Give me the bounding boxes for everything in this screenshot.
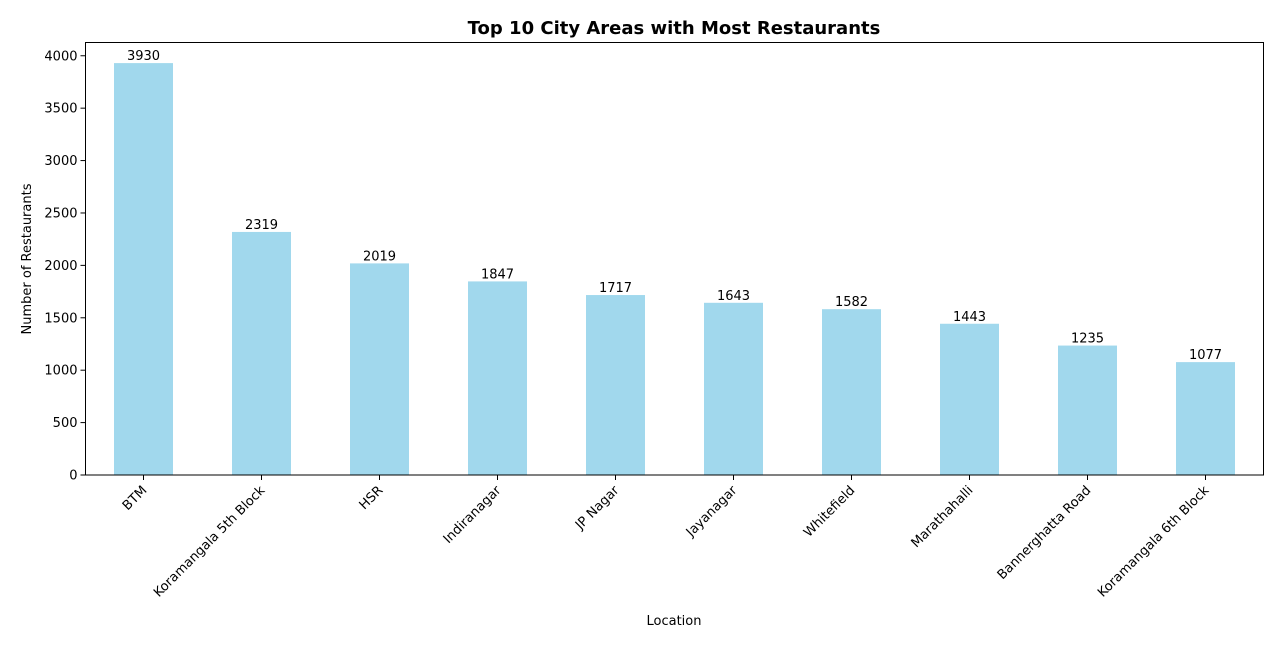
y-tick-label: 500 bbox=[53, 416, 78, 431]
bar bbox=[114, 63, 173, 475]
y-tick-label: 4000 bbox=[44, 49, 77, 64]
data-label: 1643 bbox=[717, 289, 750, 304]
bar bbox=[232, 231, 291, 475]
chart-title: Top 10 City Areas with Most Restaurants bbox=[468, 18, 881, 39]
x-tick-label: Marathahalli bbox=[909, 483, 977, 551]
x-tick-label: Koramangala 6th Block bbox=[1095, 483, 1213, 601]
plot-frame bbox=[85, 42, 1264, 476]
data-label: 3930 bbox=[127, 49, 160, 64]
data-label: 1847 bbox=[481, 267, 514, 282]
bar bbox=[350, 263, 409, 475]
x-axis: BTM Koramangala 5th Block HSR Indiranagar JP… bbox=[120, 475, 1213, 600]
x-tick-label: Indiranagar bbox=[441, 483, 505, 547]
x-tick-label: Jayanagar bbox=[683, 483, 741, 541]
data-label: 1077 bbox=[1189, 348, 1222, 363]
x-tick-label: Koramangala 5th Block bbox=[151, 483, 269, 601]
y-tick-label: 2500 bbox=[44, 206, 77, 221]
x-tick-label: JP Nagar bbox=[572, 483, 623, 534]
y-tick-label: 3500 bbox=[44, 102, 77, 117]
y-tick-label: 1500 bbox=[44, 311, 77, 326]
y-tick-label: 3000 bbox=[44, 154, 77, 169]
x-tick-label: HSR bbox=[357, 483, 387, 513]
bar bbox=[940, 323, 999, 475]
bar bbox=[468, 281, 527, 475]
bar bbox=[1058, 345, 1117, 475]
data-label: 1582 bbox=[835, 295, 868, 310]
data-label: 1717 bbox=[599, 281, 632, 296]
y-tick-label: 0 bbox=[69, 469, 77, 484]
x-tick-label: BTM bbox=[120, 483, 150, 513]
bar bbox=[822, 309, 881, 475]
data-label: 1443 bbox=[953, 310, 986, 325]
y-axis-label: Number of Restaurants bbox=[20, 183, 35, 334]
x-tick-label: Whitefield bbox=[801, 483, 858, 540]
data-labels-group: 3930 2319 2019 1847 1717 1643 1582 1443 1235 1077 bbox=[127, 49, 1222, 363]
y-tick-label: 1000 bbox=[44, 364, 77, 379]
bar bbox=[1176, 362, 1235, 475]
data-label: 1235 bbox=[1071, 332, 1104, 347]
bars-group bbox=[114, 63, 1235, 475]
data-label: 2019 bbox=[363, 249, 396, 264]
bar bbox=[704, 302, 763, 475]
x-axis-label: Location bbox=[647, 614, 702, 629]
y-tick-label: 2000 bbox=[44, 259, 77, 274]
y-axis: 0 500 1000 1500 2000 2500 3000 3500 4000 bbox=[44, 49, 86, 484]
data-label: 2319 bbox=[245, 218, 278, 233]
x-tick-label: Bannerghatta Road bbox=[995, 483, 1095, 583]
bar bbox=[586, 295, 645, 475]
